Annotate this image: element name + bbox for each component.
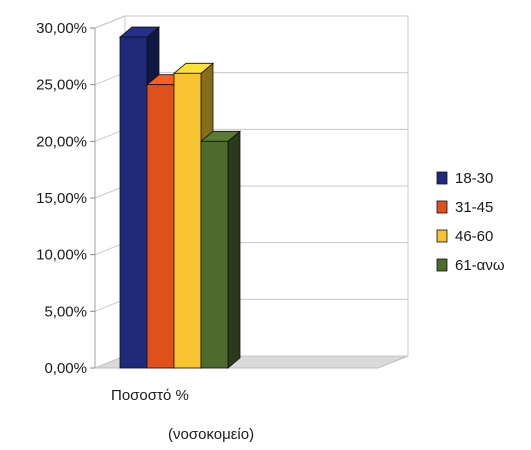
y-tick-label: 10,00% [36, 247, 87, 264]
legend-swatch [436, 200, 448, 214]
bar-side [227, 130, 241, 369]
bar-61-ανω [199, 130, 242, 369]
y-tick-label: 5,00% [44, 303, 87, 320]
bar-front [200, 140, 229, 369]
y-tick-label: 20,00% [36, 133, 87, 150]
y-tick-label: 15,00% [36, 190, 87, 207]
legend-swatch [436, 171, 448, 185]
legend-label: 31-45 [455, 199, 493, 216]
legend-label: 46-60 [455, 228, 493, 245]
legend-label: 18-30 [455, 170, 493, 187]
legend-item: 46-60 [436, 228, 493, 245]
gridline-side [94, 15, 126, 29]
bar-front [146, 84, 175, 369]
legend-swatch [436, 258, 448, 272]
category-label: Ποσοστό % [111, 387, 189, 404]
legend-item: 18-30 [436, 170, 493, 187]
bar-front [173, 72, 202, 369]
legend: 18-30 31-45 46-60 61-ανω [436, 170, 505, 274]
y-axis-ticks: 0,00% 5,00% 10,00% 15,00% 20,00% 25,00% 30,00% [36, 20, 95, 377]
bar-front [119, 36, 148, 369]
legend-item: 61-ανω [436, 257, 505, 274]
legend-swatch [436, 229, 448, 243]
bars [118, 26, 242, 369]
legend-label: 61-ανω [455, 257, 505, 274]
note-text: (νοσοκομείο) [168, 426, 255, 443]
y-tick-label: 25,00% [36, 77, 87, 94]
legend-item: 31-45 [436, 199, 493, 216]
y-tick-label: 30,00% [36, 20, 87, 37]
y-tick-label: 0,00% [44, 360, 87, 377]
